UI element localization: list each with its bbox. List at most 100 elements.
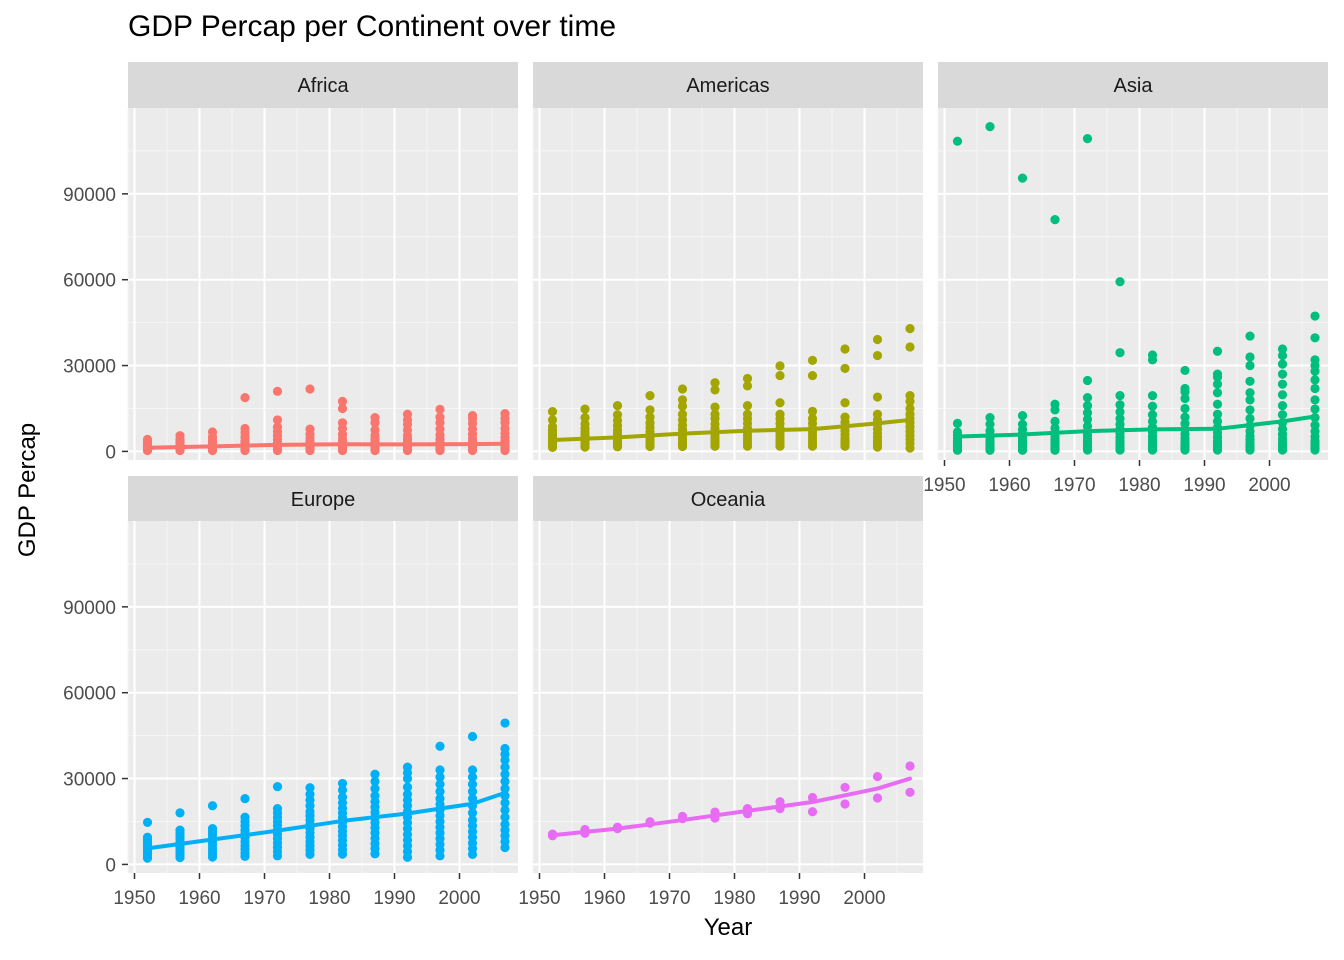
data-point xyxy=(1245,376,1255,386)
trend-line-asia xyxy=(955,414,1317,439)
data-point xyxy=(305,424,315,434)
data-point xyxy=(677,401,688,411)
data-point xyxy=(677,384,688,394)
data-point xyxy=(1212,388,1223,398)
x-tick-label: 1960 xyxy=(178,888,220,909)
data-point xyxy=(272,804,283,814)
facet-asia: Asia 1950 1960 1970 1980 1990 2000 xyxy=(923,62,1328,496)
data-point xyxy=(337,418,348,428)
y-tick-label: 30000 xyxy=(63,770,116,791)
data-point xyxy=(872,392,883,402)
data-point xyxy=(952,418,963,428)
data-point xyxy=(467,772,478,782)
y-tick-label: 30000 xyxy=(63,357,116,378)
data-point xyxy=(370,783,380,794)
data-point xyxy=(142,832,153,842)
data-point xyxy=(337,396,348,406)
data-point xyxy=(240,793,250,804)
x-tick-label: 1950 xyxy=(113,888,155,909)
data-point xyxy=(985,419,995,429)
x-tick-label: 1980 xyxy=(1118,475,1160,496)
data-point xyxy=(1115,348,1125,358)
y-tick-label: 90000 xyxy=(63,598,116,619)
data-point xyxy=(1147,401,1158,411)
facet-africa: Africa 0 30000 60000 90000 xyxy=(63,62,518,463)
data-point xyxy=(1147,410,1158,420)
data-point xyxy=(905,391,915,401)
x-tick-label: 1950 xyxy=(518,888,560,909)
data-point xyxy=(1277,344,1288,354)
y-tick-label: 90000 xyxy=(63,185,116,206)
data-point xyxy=(580,404,590,414)
data-point xyxy=(1050,215,1060,225)
data-point xyxy=(710,385,720,395)
data-point xyxy=(807,413,818,424)
data-point xyxy=(580,413,590,423)
data-point xyxy=(272,781,283,792)
data-point xyxy=(1050,416,1060,426)
data-point xyxy=(742,381,753,391)
data-point xyxy=(547,407,558,417)
data-point xyxy=(985,426,995,436)
facet-label-africa: Africa xyxy=(297,75,349,97)
data-point xyxy=(645,405,655,415)
x-tick-label: 1970 xyxy=(1053,475,1095,496)
data-point xyxy=(1180,419,1190,429)
data-point xyxy=(1082,375,1093,386)
data-point xyxy=(1245,360,1255,371)
data-point xyxy=(742,409,753,419)
data-point xyxy=(467,779,478,789)
facet-strip-oceania xyxy=(533,476,923,522)
y-tick-label: 60000 xyxy=(63,271,116,292)
data-point xyxy=(1277,410,1288,420)
chart-title: GDP Percap per Continent over time xyxy=(128,10,617,43)
x-tick-label: 1960 xyxy=(988,475,1030,496)
trend-line-oceania xyxy=(550,776,912,838)
data-point xyxy=(1115,400,1125,410)
x-tick-label: 2000 xyxy=(843,888,885,909)
facet-strip-europe xyxy=(128,476,518,522)
facet-strip-asia xyxy=(938,62,1328,108)
data-point xyxy=(807,370,818,381)
data-point xyxy=(1310,311,1320,321)
x-tick-label: 1980 xyxy=(713,888,755,909)
data-point xyxy=(1082,134,1093,144)
x-tick-label: 2000 xyxy=(438,888,480,909)
x-tick-label: 1990 xyxy=(373,888,415,909)
data-point xyxy=(872,793,883,803)
data-point xyxy=(1017,411,1028,421)
data-point xyxy=(677,409,688,419)
data-point xyxy=(840,412,850,422)
data-point xyxy=(402,409,413,419)
data-point xyxy=(807,355,818,366)
data-point xyxy=(905,761,915,771)
data-point xyxy=(1245,413,1255,424)
data-point xyxy=(467,765,478,775)
x-tick-label: 1980 xyxy=(308,888,350,909)
data-point xyxy=(142,817,153,827)
data-point xyxy=(435,404,445,414)
facet-oceania: Oceania 1950 1960 1970 1980 1990 2000 xyxy=(518,476,923,909)
data-point xyxy=(872,771,883,782)
data-point xyxy=(1212,409,1223,419)
data-point xyxy=(1245,352,1255,362)
data-point xyxy=(710,378,720,388)
panel-background-africa xyxy=(128,108,518,460)
data-point xyxy=(500,718,510,728)
data-point xyxy=(1082,401,1093,411)
data-point xyxy=(905,324,915,334)
trend-line-europe xyxy=(145,790,507,851)
data-point xyxy=(305,789,315,799)
data-point xyxy=(985,122,995,132)
facet-strip-africa xyxy=(128,62,518,108)
y-tick-label: 60000 xyxy=(63,684,116,705)
data-point xyxy=(337,792,348,802)
data-point xyxy=(905,403,915,414)
data-point xyxy=(305,384,315,394)
data-point xyxy=(1147,350,1158,360)
data-point xyxy=(1277,424,1288,434)
data-point xyxy=(500,819,510,829)
data-point xyxy=(840,799,850,809)
data-point xyxy=(645,391,655,401)
x-tick-label: 1960 xyxy=(583,888,625,909)
